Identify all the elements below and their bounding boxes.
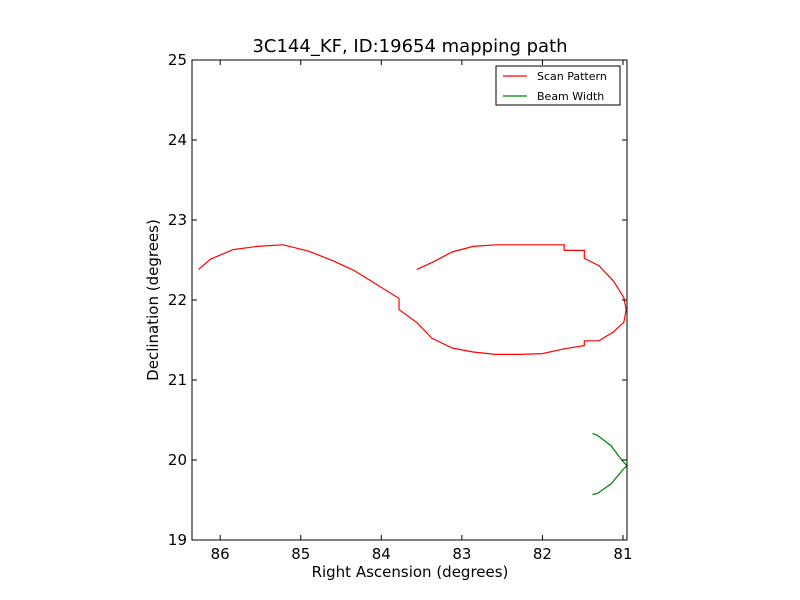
y-tick-label: 23 <box>168 211 187 229</box>
x-tick-label: 86 <box>211 545 230 563</box>
x-tick-label: 84 <box>372 545 391 563</box>
y-tick-label: 20 <box>168 451 187 469</box>
legend-box <box>495 65 621 106</box>
legend: Scan Pattern Beam Width <box>495 65 621 106</box>
x-tick-label: 83 <box>452 545 471 563</box>
y-tick-label: 21 <box>168 371 187 389</box>
y-tick-label: 19 <box>168 531 187 549</box>
legend-label-beam-width: Beam Width <box>537 90 604 103</box>
legend-label-scan-pattern: Scan Pattern <box>537 70 607 83</box>
plot-frame <box>191 59 628 541</box>
x-tick-label: 82 <box>533 545 552 563</box>
x-tick-label: 81 <box>613 545 632 563</box>
y-tick-label: 24 <box>168 131 187 149</box>
y-axis-label: Declination (degrees) <box>144 219 162 381</box>
x-axis-label: Right Ascension (degrees) <box>312 563 509 581</box>
axis-ticks: 86 85 84 83 82 81 19 20 21 22 23 24 25 <box>168 51 633 563</box>
y-tick-label: 25 <box>168 51 187 69</box>
chart-title: 3C144_KF, ID:19654 mapping path <box>252 36 567 57</box>
series-line-scan-pattern <box>198 244 627 355</box>
x-tick-label: 85 <box>291 545 310 563</box>
y-tick-label: 22 <box>168 291 187 309</box>
